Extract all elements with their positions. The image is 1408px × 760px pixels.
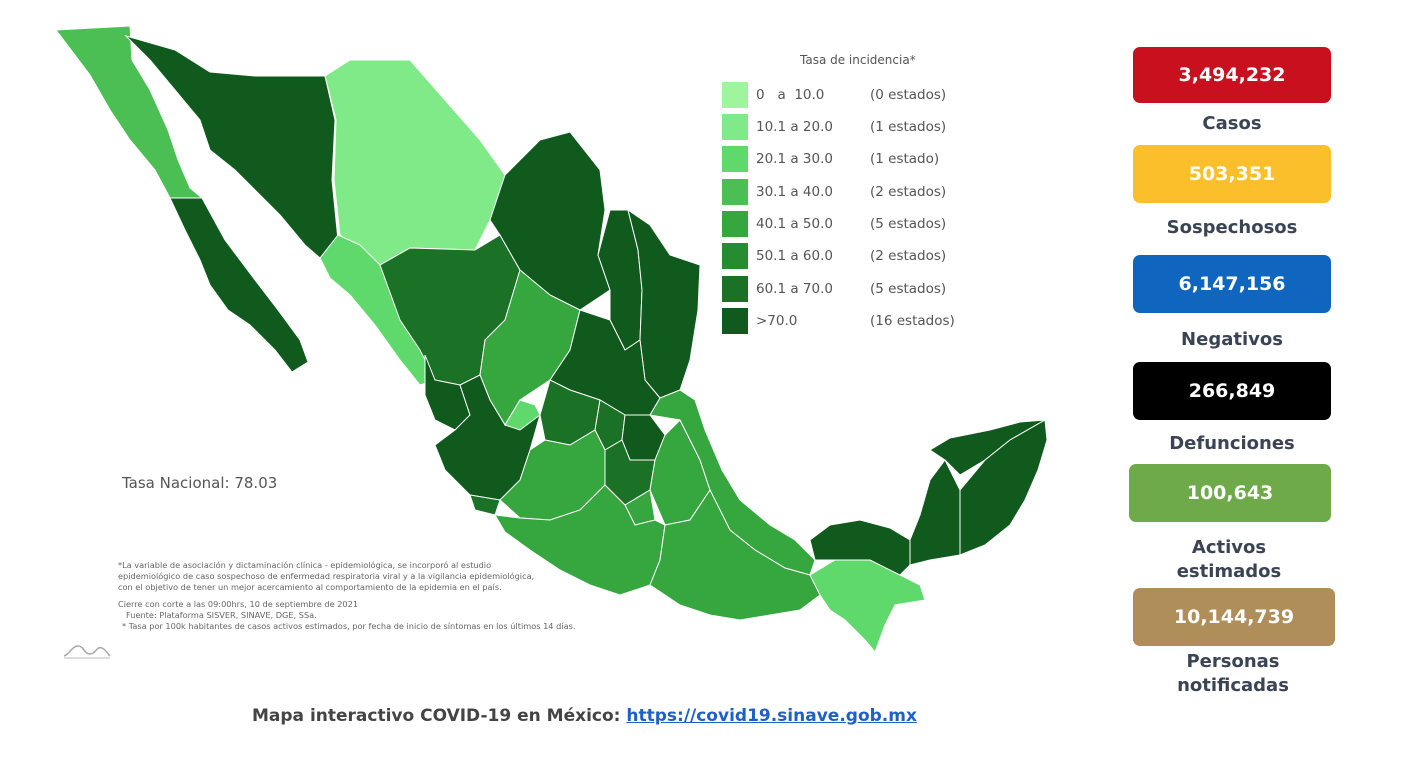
legend-item: 60.1 a 70.0 (5 estados) (722, 276, 982, 302)
legend-title: Tasa de incidencia* (800, 53, 916, 67)
stat-value-negativos: 6,147,156 (1178, 273, 1286, 295)
state-oaxaca (649, 489, 821, 621)
legend-range: 50.1 a 60.0 (756, 248, 833, 264)
stat-label-sospechosos: Sospechosos (1166, 217, 1298, 238)
legend-swatch (722, 179, 748, 205)
legend-swatch (722, 243, 748, 269)
legend-range: 40.1 a 50.0 (756, 216, 833, 232)
state-baja-california-sur (169, 197, 309, 373)
legend-range: >70.0 (756, 313, 798, 329)
stat-box-negativos: 6,147,156 (1133, 255, 1331, 313)
legend-item: 30.1 a 40.0 (2 estados) (722, 179, 982, 205)
wave-logo-icon (63, 645, 111, 659)
stat-label-defunciones: Defunciones (1169, 433, 1295, 454)
legend-range: 0 a 10.0 (756, 87, 825, 103)
stat-value-sospechosos: 503,351 (1188, 163, 1276, 185)
state-campeche (909, 459, 961, 566)
legend-count: (2 estados) (870, 184, 947, 200)
mexico-map (55, 25, 1048, 653)
legend-range: 10.1 a 20.0 (756, 119, 833, 135)
stat-label-notificadas: Personas notificadas (1177, 651, 1289, 696)
state-veracruz (649, 389, 816, 576)
state-quintana-roo (959, 419, 1048, 556)
state-chiapas (809, 559, 926, 653)
legend-range: 60.1 a 70.0 (756, 281, 833, 297)
rate-note: * Tasa por 100k habitantes de casos acti… (122, 621, 576, 632)
legend-swatch (722, 276, 748, 302)
legend-range: 20.1 a 30.0 (756, 151, 833, 167)
stat-value-activos: 100,643 (1186, 482, 1274, 504)
legend-range: 30.1 a 40.0 (756, 184, 833, 200)
legend-swatch (722, 308, 748, 334)
legend-count: (1 estados) (870, 119, 947, 135)
source-note: Fuente: Plataforma SISVER, SINAVE, DGE, … (126, 609, 317, 620)
legend-item: >70.0 (16 estados) (722, 308, 982, 334)
footnote-line: *La variable de asociación y dictaminaci… (118, 560, 492, 570)
stat-box-defunciones: 266,849 (1133, 362, 1331, 420)
stat-box-sospechosos: 503,351 (1133, 145, 1331, 203)
national-rate-label: Tasa Nacional: 78.03 (122, 474, 278, 492)
stat-label-activos: Activos estimados (1176, 537, 1282, 582)
legend-swatch (722, 82, 748, 108)
stat-value-defunciones: 266,849 (1188, 380, 1276, 402)
state-sonora (124, 34, 339, 259)
legend-item: 50.1 a 60.0 (2 estados) (722, 243, 982, 269)
state-aguascalientes (504, 399, 541, 431)
interactive-map-line: Mapa interactivo COVID-19 en México: htt… (252, 706, 917, 726)
legend-swatch (722, 211, 748, 237)
legend-count: (0 estados) (870, 87, 947, 103)
legend-count: (1 estado) (870, 151, 940, 167)
stat-value-casos: 3,494,232 (1178, 64, 1286, 86)
stat-label-negativos: Negativos (1181, 329, 1283, 350)
state-chihuahua (324, 59, 506, 266)
stat-box-casos: 3,494,232 (1133, 47, 1331, 103)
footnotes: *La variable de asociación y dictaminaci… (118, 560, 678, 632)
state-zacatecas (479, 269, 581, 426)
legend-item: 0 a 10.0 (0 estados) (722, 82, 982, 108)
stat-box-notificadas: 10,144,739 (1133, 588, 1335, 646)
legend-count: (5 estados) (870, 281, 947, 297)
footnote-line: con el objetivo de tener un mejor acerca… (118, 582, 502, 593)
state-baja-california (55, 25, 204, 199)
footnote-line: epidemiológico de caso sospechoso de enf… (118, 571, 535, 582)
legend-swatch (722, 146, 748, 172)
legend-count: (2 estados) (870, 248, 947, 264)
legend-item: 10.1 a 20.0 (1 estados) (722, 114, 982, 140)
interactive-map-text: Mapa interactivo COVID-19 en México: (252, 706, 627, 726)
cutoff-note: Cierre con corte a las 09:00hrs, 10 de s… (118, 598, 359, 609)
legend-swatch (722, 114, 748, 140)
interactive-map-link[interactable]: https://covid19.sinave.gob.mx (626, 706, 917, 726)
legend-item: 20.1 a 30.0 (1 estado) (722, 146, 982, 172)
map-panel: Tasa de incidencia* 0 a 10.0 (0 estados) 1… (50, 20, 1050, 670)
stat-value-notificadas: 10,144,739 (1173, 606, 1295, 628)
legend-count: (5 estados) (870, 216, 947, 232)
legend-item: 40.1 a 50.0 (5 estados) (722, 211, 982, 237)
stat-label-casos: Casos (1202, 113, 1262, 134)
stat-box-activos: 100,643 (1129, 464, 1331, 522)
legend-count: (16 estados) (870, 313, 955, 329)
